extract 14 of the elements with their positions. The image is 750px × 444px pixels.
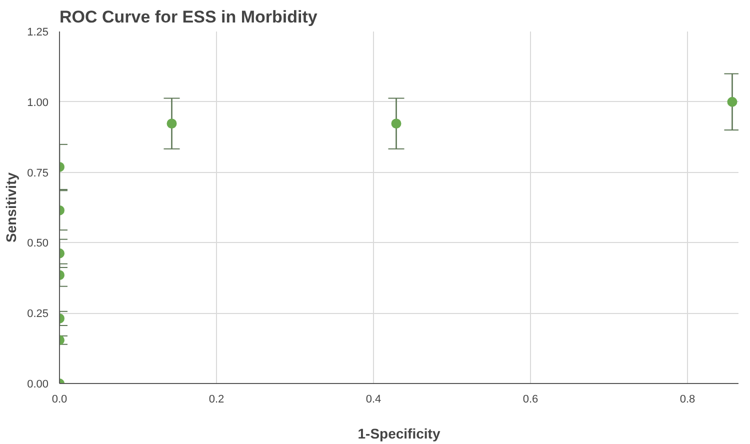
y-tick-label: 1.25 <box>27 26 49 38</box>
x-tick-label: 0.0 <box>52 394 68 406</box>
y-axis-title: Sensitivity <box>3 172 20 243</box>
x-axis-title: 1-Specificity <box>358 426 440 442</box>
x-tick-label: 0.2 <box>208 394 224 406</box>
chart-title: ROC Curve for ESS in Morbidity <box>60 8 318 26</box>
y-tick-label: 0.00 <box>27 378 49 390</box>
x-tick-label: 0.6 <box>522 394 538 406</box>
y-tick-label: 0.25 <box>27 308 49 320</box>
x-tick-label: 0.8 <box>680 394 696 406</box>
y-tick-label: 0.75 <box>27 167 49 180</box>
y-tick-label: 0.50 <box>27 238 49 250</box>
x-tick-label: 0.4 <box>366 394 382 406</box>
y-tick-label: 1.00 <box>27 96 49 109</box>
